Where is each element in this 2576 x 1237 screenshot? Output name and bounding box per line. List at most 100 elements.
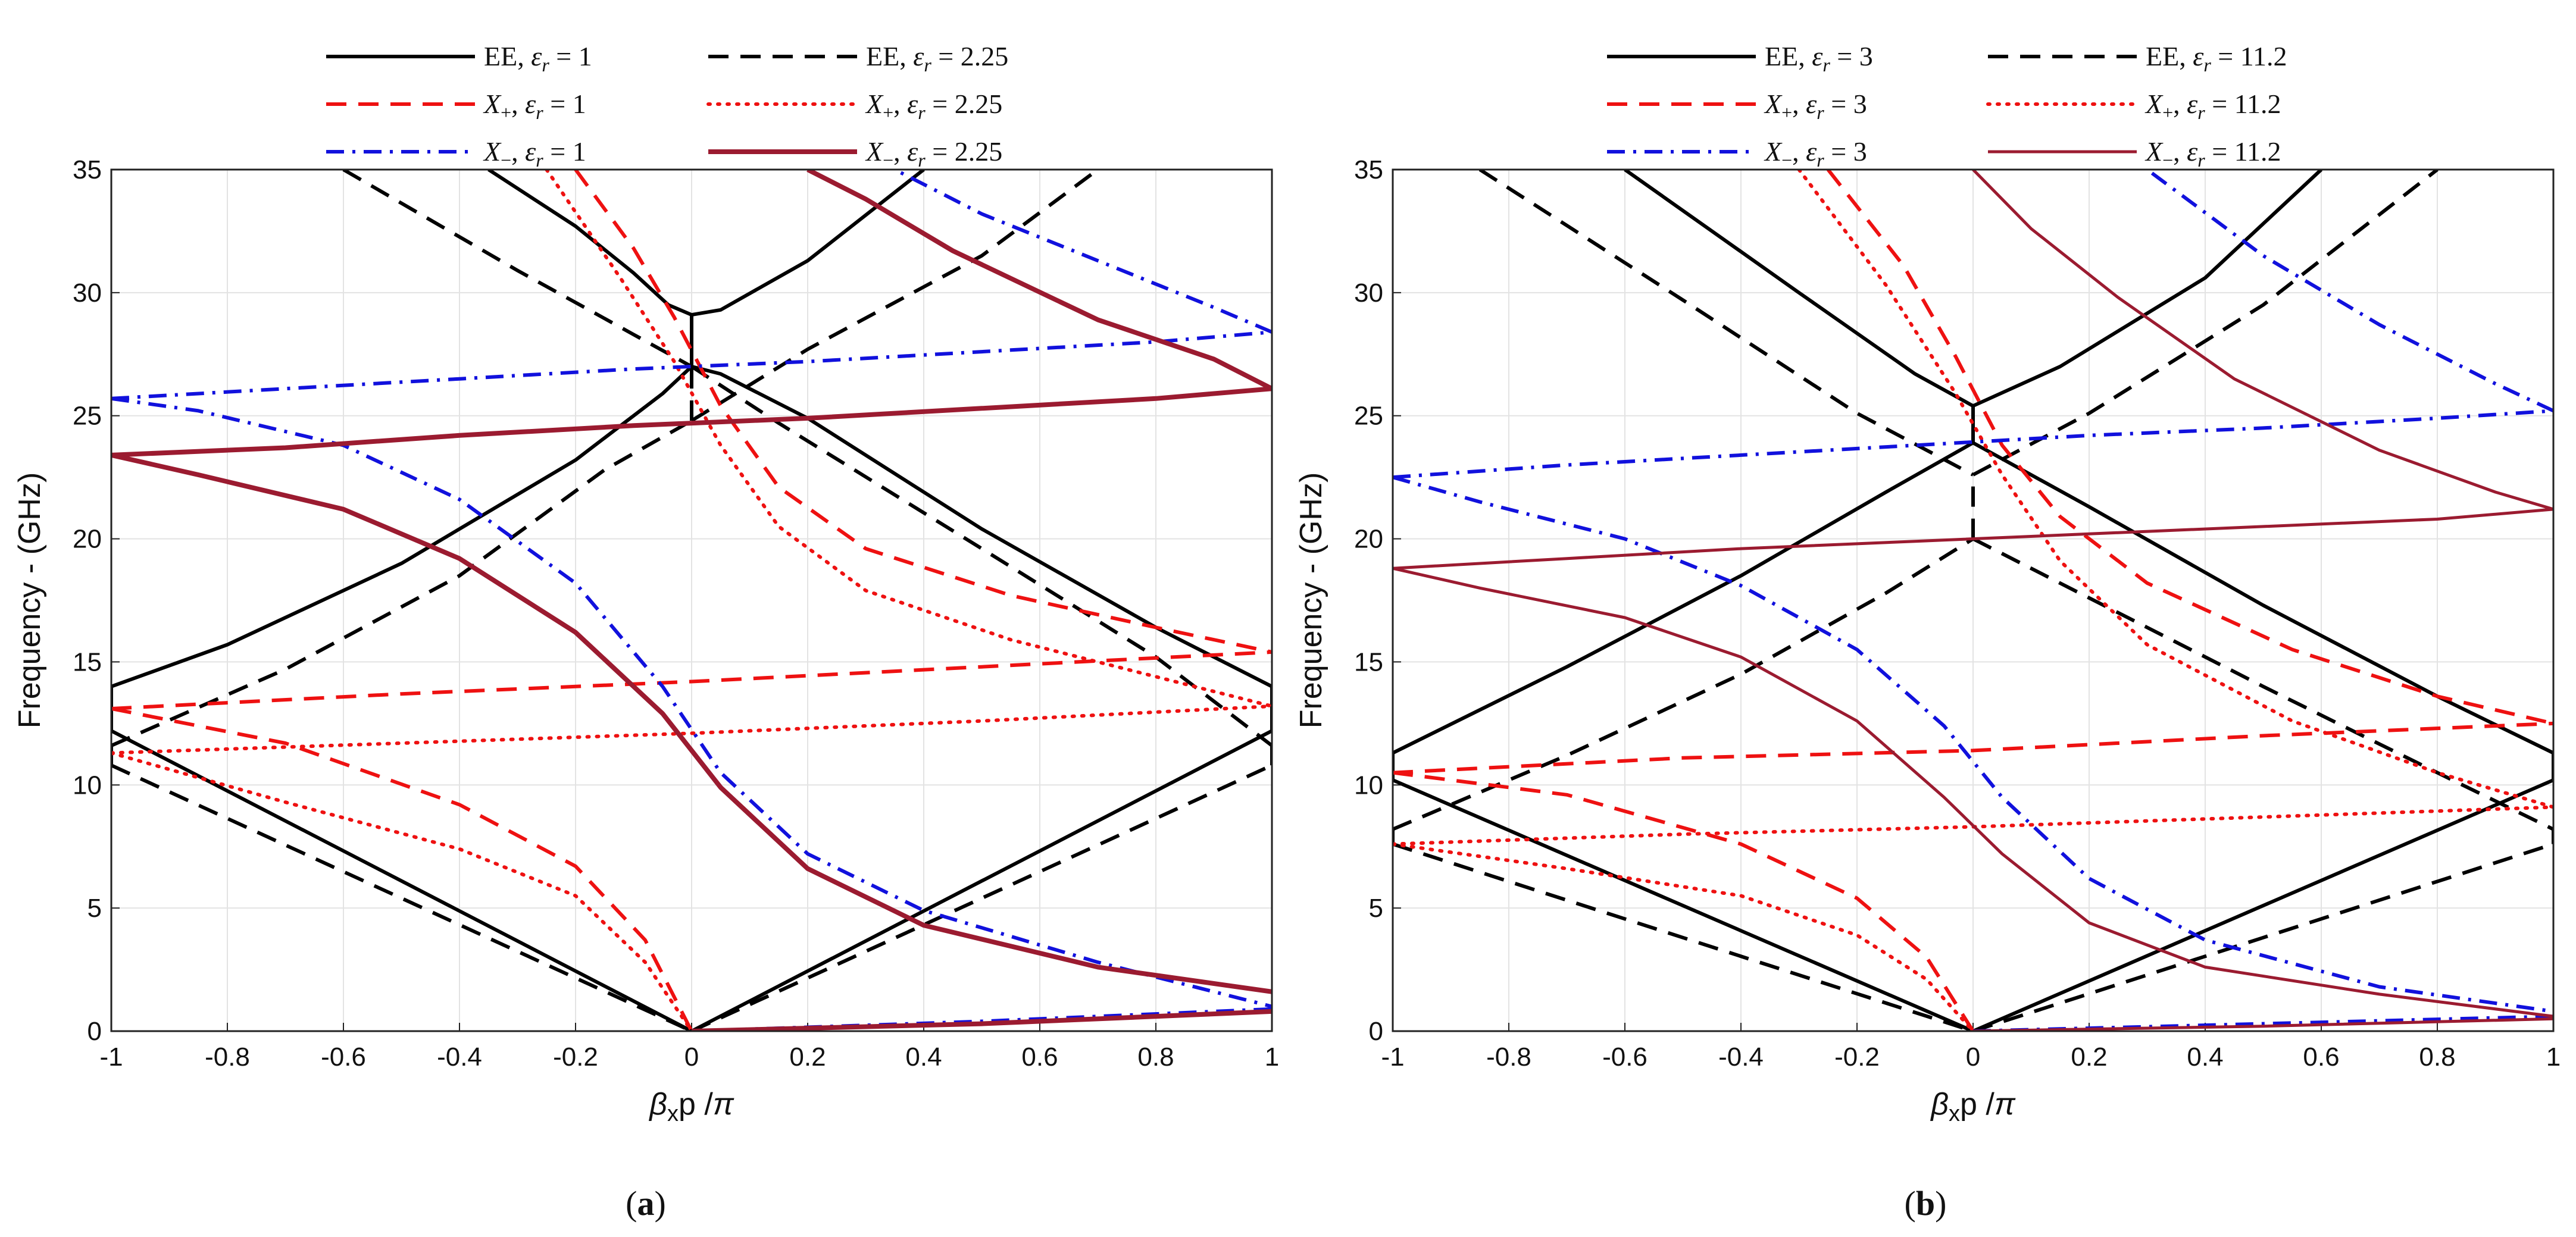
series-line	[1972, 170, 2439, 477]
legend-label-part: X	[2144, 89, 2164, 119]
series-line	[690, 763, 1272, 1031]
legend-label: X−, εr = 11.2	[2144, 136, 2281, 171]
legend-label-part: = 2.25	[926, 136, 1002, 167]
series-line	[111, 729, 693, 1031]
series-line	[1972, 170, 2553, 511]
chart-panel-a: -1 -0.8 -0.6 -0.4 -0.2 0 0.2 0.4 0.6 0.8 105101520…	[12, 41, 1279, 1223]
legend-label-part: ,	[1792, 89, 1806, 119]
legend-label-part: = 11.2	[2211, 41, 2287, 71]
legend-label-part: r	[536, 149, 543, 171]
legend-label-part: = 11.2	[2205, 136, 2281, 167]
series-line	[690, 170, 1099, 422]
series-line	[111, 707, 693, 1031]
legend-label: X−, εr = 3	[1764, 136, 1867, 171]
legend-label: EE, εr = 2.25	[866, 41, 1008, 76]
legend-label-part: −	[2162, 149, 2173, 171]
legend-label-part: X	[1764, 136, 1783, 167]
x-tick-label: -0.4	[437, 1042, 482, 1072]
legend-label: X+, εr = 3	[1764, 89, 1867, 123]
legend-label-part: EE,	[2146, 41, 2193, 71]
legend-label-part: = 3	[1824, 136, 1867, 167]
y-tick-label: 0	[1369, 1017, 1383, 1046]
x-tick-label: 0.2	[789, 1042, 826, 1072]
series-line	[1393, 771, 1975, 1031]
series-line	[1478, 170, 1974, 477]
x-tick-label: 0.8	[1137, 1042, 1174, 1072]
legend-label-part: −	[1781, 149, 1792, 171]
y-tick-label: 15	[1354, 647, 1383, 677]
legend-label-part: ε	[531, 41, 542, 71]
series-line	[691, 1007, 1272, 1031]
x-tick-label: -1	[1381, 1042, 1404, 1072]
x-axis-label-part: x	[667, 1101, 679, 1126]
x-tick-label: 1	[2546, 1042, 2561, 1072]
x-axis-label-part: π	[713, 1087, 734, 1122]
series-group	[1393, 170, 2553, 1031]
series-line	[1972, 778, 2553, 1031]
legend-label-part: EE,	[484, 41, 531, 71]
series-line	[1797, 170, 2553, 809]
y-tick-label: 5	[87, 894, 102, 923]
panel-label-part: (	[626, 1184, 637, 1223]
panel-label-part: b	[1916, 1184, 1935, 1223]
series-line	[1393, 508, 2553, 570]
series-line	[111, 650, 1272, 710]
series-line	[1393, 409, 2553, 480]
y-tick-label: 10	[73, 771, 102, 800]
axes-frame	[110, 168, 1273, 1032]
legend-label-part: r	[1817, 102, 1824, 123]
series-line	[2146, 170, 2553, 413]
legend-label: EE, εr = 11.2	[2146, 41, 2287, 76]
series-group	[111, 170, 1272, 1031]
legend-label-part: X	[2144, 136, 2164, 167]
series-line	[1393, 475, 2553, 1013]
series-line	[1393, 721, 2553, 775]
chart-panel-b: -1 -0.8 -0.6 -0.4 -0.2 0 0.2 0.4 0.6 0.8 105101520…	[1294, 41, 2561, 1223]
legend-label-part: = 1	[543, 136, 586, 167]
y-tick-label: 0	[87, 1017, 102, 1046]
series-line	[111, 452, 1272, 994]
legend-label-part: = 11.2	[2205, 89, 2281, 119]
series-line	[111, 365, 693, 688]
legend-label: EE, εr = 3	[1765, 41, 1873, 76]
legend-label-part: ε	[2187, 89, 2198, 119]
series-0	[111, 170, 1272, 1031]
x-tick-label: -0.6	[1602, 1042, 1647, 1072]
series-line	[111, 330, 1272, 400]
legend-label-part: ε	[913, 41, 924, 71]
legend-label: X+, εr = 2.25	[865, 89, 1002, 123]
legend-label-part: = 2.25	[931, 41, 1008, 71]
legend-label-part: ε	[907, 89, 918, 119]
axes-frame	[1392, 168, 2555, 1032]
series-0	[1393, 170, 2553, 1031]
x-tick-label: -1	[99, 1042, 123, 1072]
legend-label-part: EE,	[866, 41, 913, 71]
legend-label-part: X	[483, 89, 502, 119]
legend-label-part: ε	[525, 136, 536, 167]
legend-label-part: = 2.25	[926, 89, 1002, 119]
legend-label-part: ,	[2173, 136, 2187, 167]
series-2	[111, 170, 1272, 1031]
legend-label-part: r	[2203, 54, 2211, 76]
series-line	[1826, 170, 2553, 725]
panel-label: (b)	[1905, 1184, 1947, 1223]
series-line	[111, 751, 693, 1031]
legend-label-part: = 1	[549, 41, 592, 71]
series-line	[691, 170, 925, 317]
y-tick-label: 35	[73, 155, 102, 184]
x-tick-label: 0.6	[2303, 1042, 2339, 1072]
y-tick-label: 30	[73, 278, 102, 308]
series-2	[1393, 170, 2553, 1031]
series-line	[111, 763, 693, 1031]
x-axis-label-part: x	[1949, 1101, 1960, 1126]
legend-label-part: ε	[1806, 89, 1817, 119]
x-tick-label: 0.2	[2071, 1042, 2107, 1072]
series-line	[1393, 537, 1974, 831]
legend-label-part: ,	[511, 136, 525, 167]
series-line	[1972, 842, 2553, 1031]
series-line	[1393, 778, 1974, 1031]
legend-label-part: r	[1817, 149, 1824, 171]
series-line	[691, 1009, 1272, 1031]
x-axis-label-part: β	[1930, 1087, 1949, 1122]
